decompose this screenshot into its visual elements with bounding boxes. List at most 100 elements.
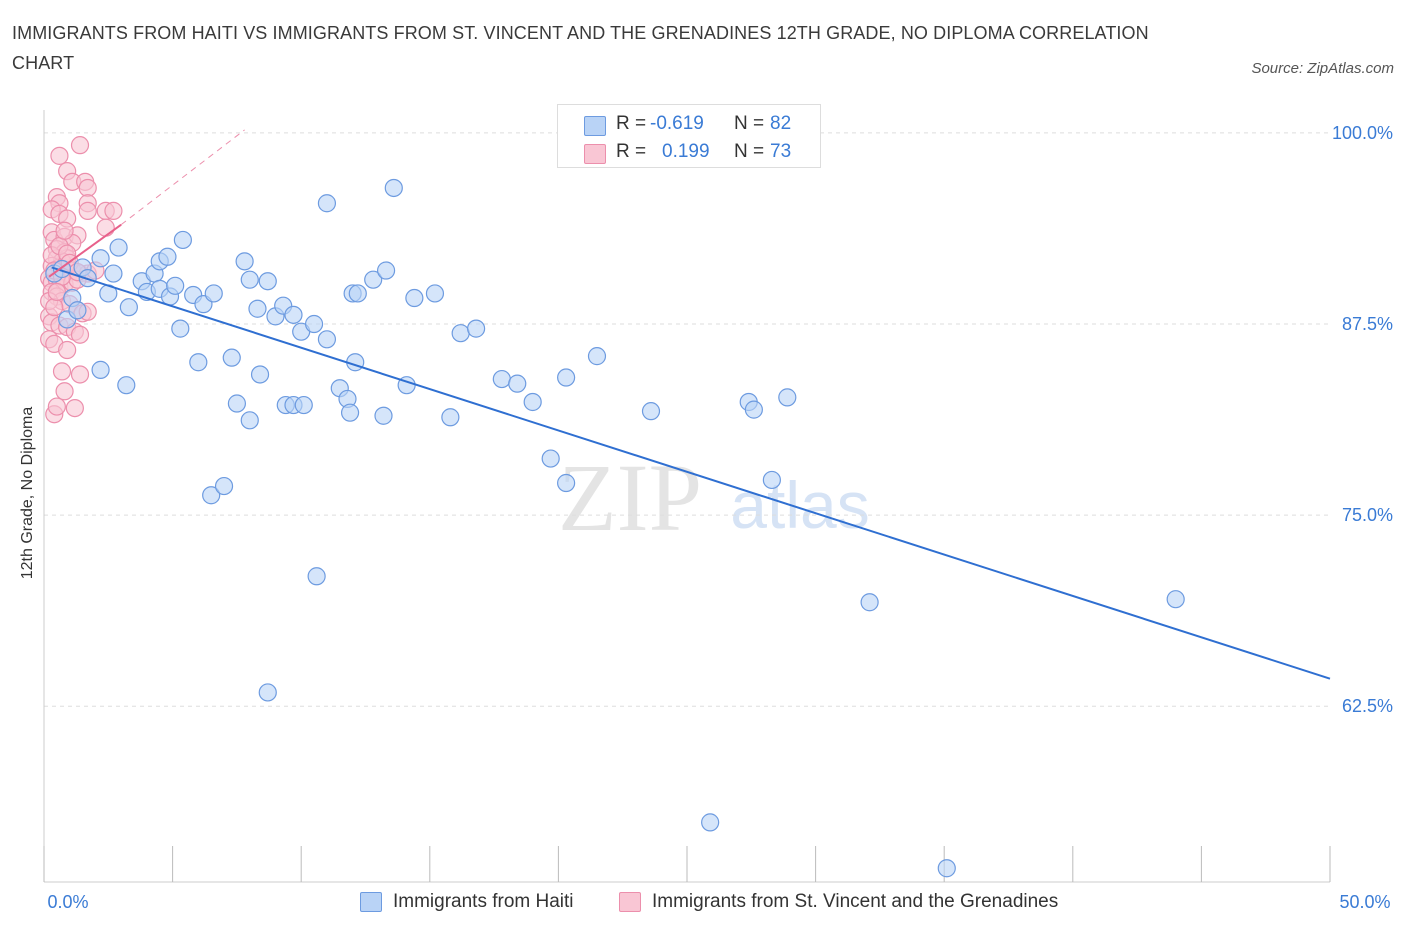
st-vincent-swatch: [619, 892, 641, 912]
haiti-point: [258, 272, 277, 291]
st-vincent-trend-line: [48, 223, 122, 278]
bottom-legend-label: Immigrants from St. Vincent and the Gren…: [652, 891, 1059, 912]
haiti-point: [117, 376, 136, 395]
haiti-point: [523, 392, 542, 412]
haiti-point: [701, 813, 720, 832]
haiti-point: [173, 230, 192, 250]
haiti-swatch: [360, 892, 382, 912]
st-vincent-trend-extension: [120, 129, 245, 226]
haiti-point: [91, 360, 110, 379]
chart-title: IMMIGRANTS FROM HAITI VS IMMIGRANTS FROM…: [12, 23, 1149, 73]
haiti-point: [158, 247, 177, 266]
y-tick-label: 75.0%: [1342, 505, 1393, 525]
haiti-point: [860, 593, 879, 612]
st-vincent-point: [96, 218, 115, 237]
haiti-point: [214, 476, 234, 496]
haiti-point: [557, 368, 576, 387]
haiti-point: [248, 299, 267, 318]
haiti-point: [91, 249, 110, 268]
haiti-point: [376, 261, 396, 280]
haiti-point: [425, 284, 445, 303]
legend-n-label: N =: [734, 113, 765, 134]
haiti-point: [587, 347, 607, 366]
y-tick-label: 62.5%: [1342, 696, 1393, 716]
haiti-point: [235, 252, 254, 271]
haiti-point: [778, 388, 797, 407]
haiti-point: [441, 408, 460, 427]
haiti-point: [258, 683, 277, 702]
watermark-atlas: atlas: [730, 468, 869, 542]
st-vincent-point: [58, 340, 77, 360]
bottom-legend-label: Immigrants from Haiti: [393, 891, 574, 912]
haiti-point: [304, 314, 324, 334]
haiti-point: [68, 301, 87, 320]
haiti-point: [557, 473, 576, 493]
haiti-point: [104, 264, 123, 283]
st-vincent-point: [70, 136, 90, 155]
st-vincent-point: [47, 282, 66, 302]
st-vincent-swatch: [584, 144, 606, 164]
haiti-point: [451, 324, 470, 343]
haiti-point: [166, 276, 185, 295]
st-vincent-point: [52, 362, 72, 381]
haiti-point: [171, 319, 190, 338]
haiti-point: [541, 449, 560, 468]
haiti-point: [202, 486, 221, 505]
haiti-point: [189, 353, 208, 372]
st-vincent-point: [65, 398, 84, 418]
legend-r-label: R =: [616, 141, 647, 162]
haiti-trend-line: [51, 266, 1331, 680]
haiti-point: [227, 394, 246, 413]
y-axis-label: 12th Grade, No Diploma: [19, 407, 36, 580]
gridlines: [44, 132, 1330, 707]
haiti-point: [384, 178, 403, 198]
st-vincent-point: [78, 201, 97, 220]
haiti-point: [364, 270, 383, 289]
haiti-point: [119, 298, 138, 317]
haiti-point: [374, 406, 393, 425]
source-credit: Source: ZipAtlas.com: [1251, 60, 1394, 77]
haiti-point: [109, 238, 128, 257]
st-vincent-point: [70, 325, 90, 344]
st-vincent-point: [47, 397, 66, 416]
haiti-point: [508, 374, 527, 393]
y-tick-label: 100.0%: [1332, 123, 1393, 143]
haiti-swatch: [584, 116, 606, 136]
st-vincent-point: [55, 221, 74, 240]
haiti-point: [762, 470, 781, 490]
haiti-point: [466, 319, 486, 338]
haiti-point: [937, 859, 956, 878]
haiti-point: [294, 395, 313, 415]
series-haiti-points: [45, 178, 1185, 878]
st-vincent-point: [55, 382, 74, 401]
haiti-point: [641, 402, 661, 421]
legend-n-value: 82: [770, 113, 792, 134]
haiti-point: [340, 403, 360, 422]
haiti-point: [284, 305, 303, 324]
tick-labels: 62.5% 75.0% 87.5% 100.0% 0.0% 50.0%: [47, 123, 1393, 912]
legend-n-label: N =: [734, 141, 765, 162]
haiti-point: [744, 400, 763, 419]
haiti-point: [204, 284, 223, 303]
x-tick-label: 0.0%: [47, 892, 88, 912]
haiti-point: [240, 270, 259, 289]
y-tick-label: 87.5%: [1342, 314, 1393, 334]
trend-lines: [48, 129, 1331, 680]
haiti-point: [240, 411, 259, 430]
legend-r-value: -0.619: [650, 113, 704, 134]
haiti-point: [348, 284, 367, 303]
st-vincent-point: [50, 146, 69, 165]
legend-n-value: 73: [770, 141, 792, 162]
watermark-zip: ZIP: [558, 444, 702, 551]
haiti-point: [405, 288, 424, 308]
haiti-point: [250, 365, 270, 384]
legend-r-value: 0.199: [662, 141, 710, 162]
haiti-point: [317, 330, 337, 349]
haiti-point: [222, 348, 241, 367]
haiti-point: [492, 369, 511, 389]
haiti-point: [307, 567, 326, 586]
legend-r-label: R =: [616, 113, 647, 134]
x-tick-label: 50.0%: [1339, 892, 1390, 912]
axes: [43, 110, 1331, 883]
